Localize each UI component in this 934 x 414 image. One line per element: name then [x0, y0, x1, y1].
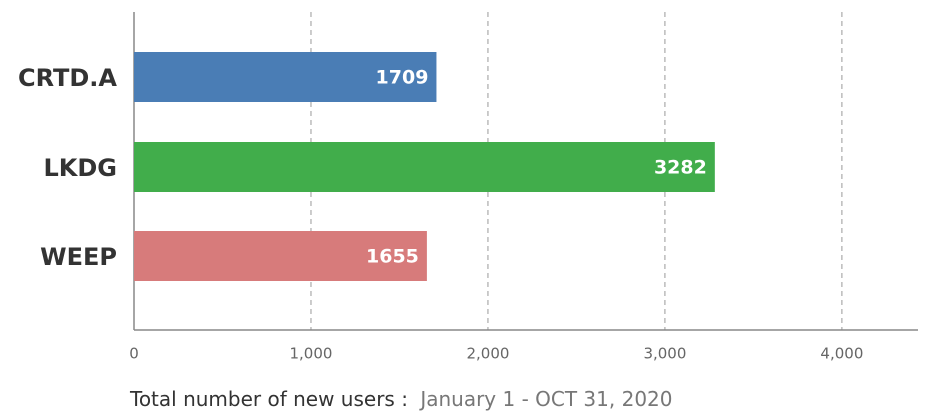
x-axis-title: Total number of new users :: [129, 387, 408, 411]
y-tick-label: WEEP: [40, 243, 117, 271]
bar: [134, 231, 427, 281]
x-tick-label: 3,000: [643, 345, 686, 363]
x-tick-label: 1,000: [289, 345, 332, 363]
bar: [134, 52, 437, 102]
y-tick-label: CRTD.A: [18, 64, 117, 92]
y-tick-label: LKDG: [43, 154, 117, 182]
value-label: 3282: [654, 157, 707, 179]
value-label: 1709: [376, 67, 429, 89]
x-axis-label: Total number of new users : January 1 - …: [129, 387, 673, 411]
x-tick-label: 4,000: [820, 345, 863, 363]
x-tick-label: 2,000: [466, 345, 509, 363]
x-axis-note: January 1 - OCT 31, 2020: [418, 387, 672, 411]
bar: [134, 142, 715, 192]
x-tick-label: 0: [129, 345, 139, 363]
value-label: 1655: [366, 246, 419, 268]
